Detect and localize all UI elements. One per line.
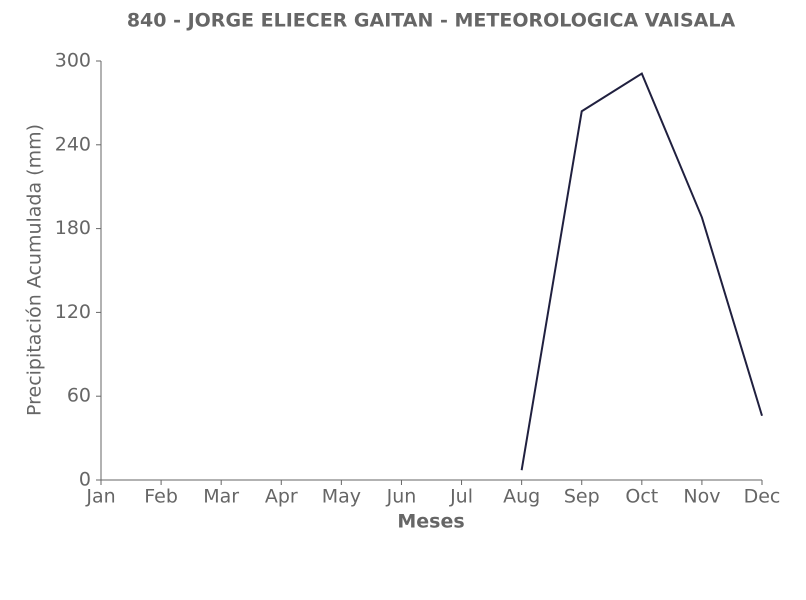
x-tick-label: Sep [564, 486, 600, 508]
y-tick-label: 240 [55, 133, 91, 155]
y-tick-label: 120 [55, 301, 91, 323]
x-tick-label: Jun [386, 486, 417, 508]
y-tick-label: 300 [55, 50, 91, 72]
x-tick-label: Aug [503, 486, 540, 508]
x-tick-label: Jul [449, 486, 473, 508]
data-line [520, 72, 763, 471]
x-tick-label: Mar [203, 486, 239, 508]
y-tick-label: 60 [67, 385, 91, 407]
x-tick-label: Feb [144, 486, 178, 508]
x-tick-label: Apr [265, 486, 298, 508]
x-axis-label: Meses [397, 511, 464, 533]
x-tick-label: Nov [683, 486, 720, 508]
chart-title: 840 - JORGE ELIECER GAITAN - METEOROLOGI… [127, 10, 736, 32]
y-tick-label: 0 [79, 469, 91, 491]
y-tick-label: 180 [55, 217, 91, 239]
x-tick-label: Jan [85, 486, 115, 508]
x-tick-label: May [322, 486, 361, 508]
y-axis-label: Precipitación Acumulada (mm) [24, 124, 46, 416]
x-tick-label: Oct [625, 486, 658, 508]
x-tick-label: Dec [744, 486, 781, 508]
